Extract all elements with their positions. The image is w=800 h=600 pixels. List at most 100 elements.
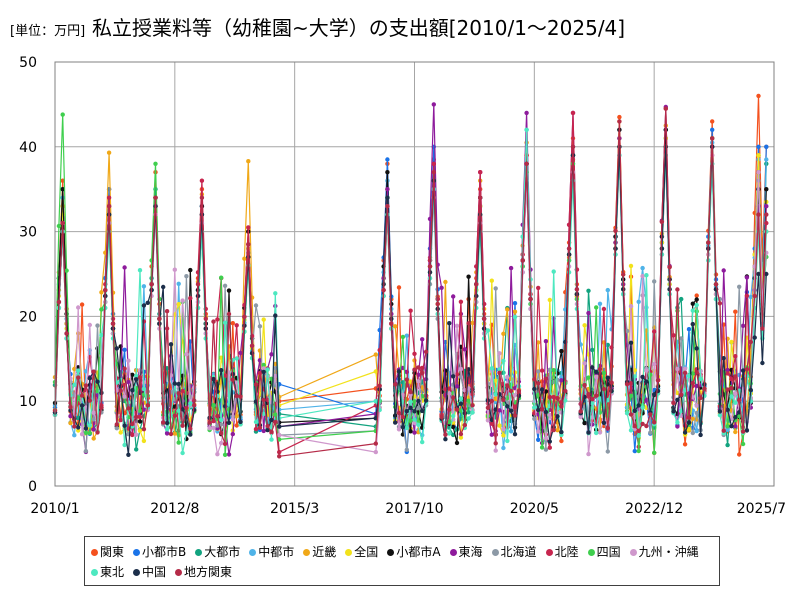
data-point [87,322,93,328]
data-point [652,420,657,425]
data-point [246,225,251,230]
data-point [91,369,96,374]
data-point [87,430,93,436]
data-point [114,422,120,427]
data-point [624,328,630,334]
data-point [481,316,487,321]
data-point [543,376,549,381]
data-point [764,204,769,209]
data-point [176,281,181,286]
legend-item: 北海道 [491,542,537,562]
data-point [636,403,641,408]
legend-marker-icon [491,548,499,556]
data-point [423,349,429,354]
data-point [277,432,282,438]
x-tick-label: 2010/1 [30,501,79,517]
data-point [404,425,409,431]
data-point [226,420,232,425]
data-point [740,323,746,328]
data-point [752,293,757,299]
unit-label: [単位：万円] [10,24,86,39]
data-point [393,324,398,329]
data-point [493,441,498,446]
data-point [686,327,692,332]
data-point [733,400,738,405]
data-point [114,426,120,431]
data-point [505,383,510,388]
data-point [168,431,174,437]
y-tick-label: 40 [19,140,37,156]
data-point [679,336,684,341]
data-point [134,373,139,379]
legend-marker-icon [345,548,353,556]
data-point [508,429,514,434]
data-point [563,398,568,403]
data-point [257,425,263,430]
data-point [470,320,475,326]
data-point [408,399,413,405]
data-point [536,285,541,291]
data-point [466,398,471,403]
data-point [493,392,498,397]
data-point [261,428,266,434]
data-point [586,451,591,457]
data-point [652,329,657,334]
data-point [740,429,746,434]
data-point [532,386,537,392]
data-point [447,431,452,436]
data-point [389,321,394,326]
data-point [729,394,734,399]
data-point [505,438,510,444]
data-point [501,331,506,336]
data-point [679,392,684,397]
data-point [56,223,62,229]
data-point [756,170,761,175]
data-point [686,420,692,425]
data-point [675,397,680,402]
legend-label: 地方関東 [184,565,233,579]
data-point [412,351,417,356]
data-point [559,438,564,444]
data-point [137,414,143,420]
data-point [261,366,266,371]
data-point [180,423,185,428]
data-point [748,294,753,300]
data-point [95,323,100,328]
data-point [176,391,181,396]
data-point [485,405,491,410]
data-point [628,428,634,433]
data-point [597,396,603,401]
data-point [408,389,413,395]
data-point [431,170,436,175]
data-point [99,405,104,410]
data-point [416,398,421,404]
data-point [396,427,402,432]
data-point [493,378,498,383]
data-point [122,442,127,448]
data-point [636,299,641,304]
data-point [524,161,529,166]
data-point [493,286,498,291]
data-point [172,413,177,418]
data-point [157,316,162,321]
data-point [586,288,591,293]
legend-label: 四国 [596,545,621,559]
data-point [277,437,282,442]
data-point [416,422,421,427]
data-point [238,350,243,356]
data-point [72,424,77,429]
data-point [756,153,761,158]
data-point [431,161,436,166]
data-point [733,415,738,420]
data-point [586,430,591,435]
data-point [253,419,259,425]
legend-marker-icon [449,548,457,556]
data-point [180,450,185,456]
data-point [605,425,610,431]
data-point [694,370,699,375]
data-point [497,423,502,428]
legend-item: 小都市B [133,542,186,562]
data-point [91,436,96,441]
data-point [215,413,220,419]
data-point [748,387,753,393]
